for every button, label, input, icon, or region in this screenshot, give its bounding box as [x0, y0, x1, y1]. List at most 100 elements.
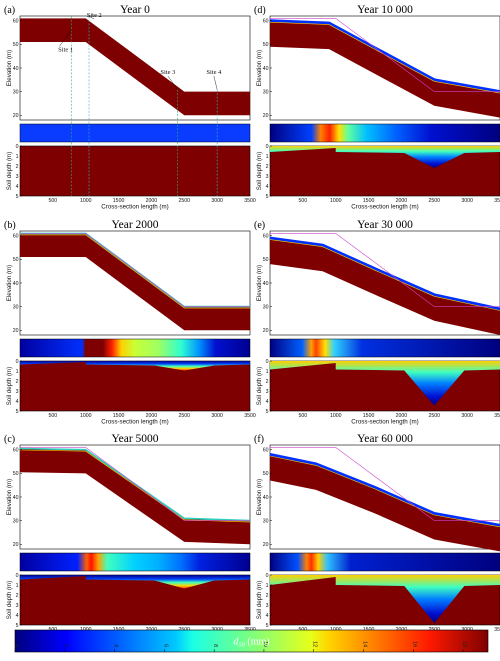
- depth-tick-label: 4: [16, 184, 19, 190]
- x-tick-label: 3500: [244, 413, 256, 419]
- depth-plot: [19, 145, 251, 197]
- x-tick-label: 3000: [211, 198, 223, 204]
- site-arrow: [213, 75, 218, 90]
- elev-tick-label: 40: [263, 495, 269, 501]
- elev-tick-label: 50: [13, 471, 19, 477]
- x-tick-label: 2000: [146, 413, 158, 419]
- surface-d50-strip: [19, 338, 251, 358]
- panel-title: Year 5000: [111, 433, 158, 445]
- x-tick-label: 500: [299, 198, 308, 204]
- site-label: Site 2: [87, 12, 102, 19]
- colorbar-tick-label: 4: [113, 644, 119, 647]
- depth-tick-label: 2: [266, 379, 269, 385]
- depth-tick-label: 5: [266, 194, 269, 200]
- panel-d: (d) Year 10 000 20 30 40 50 60 Elevation (m) 0 1 2…: [254, 4, 500, 211]
- panel-b: (b) Year 2000 20 30 40 50 60 Elevation (m) 0 1 2 3 4…: [4, 219, 256, 426]
- panel-f: (f) Year 60 000 20 30 40 50 60 Elevation (m) 0 1 2…: [254, 433, 500, 640]
- depth-tick-label: 0: [16, 359, 19, 365]
- fine-layer-depth: [20, 575, 250, 589]
- panel-label: (a): [4, 5, 15, 16]
- colorbar-tick-label: 8: [212, 644, 218, 647]
- transition-layer: [269, 455, 500, 528]
- site-arrow: [88, 16, 95, 20]
- x-tick-label: 3500: [494, 413, 500, 419]
- depth-tick-label: 5: [16, 194, 19, 200]
- x-tick-label: 1000: [330, 198, 342, 204]
- surface-d50-strip: [269, 338, 500, 358]
- x-tick-label: 1000: [80, 413, 92, 419]
- initial-surface-line: [270, 18, 500, 92]
- elev-tick-label: 50: [13, 257, 19, 263]
- elev-tick-label: 60: [263, 234, 269, 240]
- elev-tick-label: 60: [13, 234, 19, 240]
- site-arrow: [167, 75, 178, 90]
- elev-tick-label: 50: [13, 42, 19, 48]
- x-tick-label: 2000: [146, 198, 158, 204]
- x-tick-label: 1500: [363, 413, 375, 419]
- panel-title: Year 2000: [111, 219, 158, 231]
- elev-tick-label: 30: [13, 89, 19, 95]
- elev-tick-label: 50: [263, 42, 269, 48]
- panel-label: (f): [254, 434, 264, 445]
- colorbar-label: d50 (mm): [233, 637, 269, 649]
- elev-tick-label: 60: [263, 448, 269, 454]
- elev-tick-label: 40: [263, 281, 269, 287]
- depth-tick-label: 4: [266, 184, 269, 190]
- depth-tick-label: 0: [16, 573, 19, 579]
- elev-tick-label: 50: [263, 471, 269, 477]
- depth-tick-label: 1: [16, 369, 19, 375]
- colorbar-tick-label: 2: [63, 644, 69, 647]
- x-tick-label: 1000: [80, 198, 92, 204]
- x-tick-label: 3500: [244, 198, 256, 204]
- depth-tick-label: 2: [266, 164, 269, 170]
- depth-tick-label: 0: [16, 144, 19, 150]
- colorbar-gradient: [14, 629, 489, 653]
- depth-tick-label: 3: [16, 389, 19, 395]
- elevation-axis-label: Elevation (m): [256, 265, 263, 301]
- colorbar-tick-label: 18: [461, 641, 467, 647]
- elev-tick-label: 40: [13, 281, 19, 287]
- transition-layer: [20, 234, 250, 309]
- x-tick-label: 3000: [461, 413, 473, 419]
- panel-title: Year 60 000: [357, 433, 413, 445]
- colorbar-label-unit: (mm): [245, 637, 270, 648]
- panel-title: Year 0: [120, 4, 150, 16]
- depth-tick-label: 3: [266, 603, 269, 609]
- depth-tick-label: 3: [16, 174, 19, 180]
- soil-body: [270, 238, 500, 335]
- panel-label: (b): [4, 220, 16, 231]
- colorbar-tick-label: 16: [411, 641, 417, 647]
- surface-d50-strip: [269, 552, 500, 572]
- colorbar-tick-label: 14: [362, 641, 368, 647]
- elev-tick-label: 60: [13, 19, 19, 25]
- x-axis-label: Cross-section length (m): [101, 419, 168, 426]
- soil-body: [270, 20, 500, 118]
- fine-layer-depth: [270, 146, 500, 168]
- depth-tick-label: 5: [16, 623, 19, 629]
- depth-axis-label: Soil depth (m): [256, 152, 263, 191]
- surface-d50-strip: [19, 552, 251, 572]
- elevation-axis-label: Elevation (m): [256, 479, 263, 515]
- initial-surface-line: [20, 233, 250, 307]
- initial-surface-line: [270, 233, 500, 307]
- transition-layer: [269, 21, 500, 94]
- x-tick-label: 2500: [179, 198, 191, 204]
- x-tick-label: 500: [299, 413, 308, 419]
- elev-tick-label: 20: [13, 328, 19, 334]
- depth-tick-label: 4: [16, 399, 19, 405]
- x-tick-label: 1500: [113, 413, 125, 419]
- depth-tick-label: 4: [266, 399, 269, 405]
- depth-tick-label: 1: [16, 583, 19, 589]
- depth-axis-label: Soil depth (m): [6, 581, 13, 620]
- fine-layer-depth: [20, 361, 250, 371]
- x-tick-label: 3500: [494, 627, 500, 633]
- elev-tick-label: 30: [13, 304, 19, 310]
- x-tick-label: 1500: [113, 198, 125, 204]
- x-tick-label: 2500: [429, 413, 441, 419]
- depth-tick-label: 2: [16, 379, 19, 385]
- initial-surface-line: [270, 447, 500, 521]
- depth-axis-label: Soil depth (m): [256, 581, 263, 620]
- panel-a: (a) Year 0 20 30 40 50 60 Elevation (m) 0 1 2 3 4 5So…: [4, 4, 256, 211]
- colorbar-tick-label: 0: [13, 644, 19, 647]
